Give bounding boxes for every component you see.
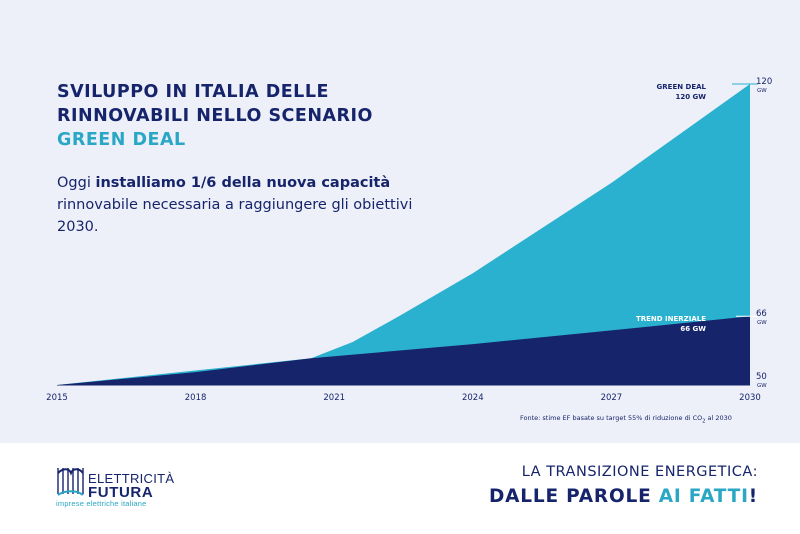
axis-unit-label: GW	[757, 88, 767, 94]
x-tick-label: 2030	[739, 393, 761, 403]
slogan-line-1: LA TRANSIZIONE ENERGETICA:	[521, 464, 758, 480]
logo-mark-icon	[57, 468, 84, 496]
logo-tagline: imprese elettriche italiane	[56, 499, 147, 508]
slogan-part-b: AI FATTI	[658, 486, 749, 507]
axis-unit-label: GW	[757, 320, 767, 326]
series-annotation-value: 120 GW	[675, 93, 706, 101]
page-title: SVILUPPO IN ITALIA DELLE RINNOVABILI NEL…	[57, 80, 373, 152]
x-tick-label: 2021	[323, 393, 345, 403]
lede-part-1: Oggi	[57, 175, 96, 191]
title-line-1: SVILUPPO IN ITALIA DELLE	[57, 82, 329, 102]
area-series-trend-inerziale	[57, 316, 750, 386]
x-tick-label: 2018	[185, 393, 207, 403]
x-tick-label: 2027	[601, 393, 623, 403]
slogan-part-a: DALLE PAROLE	[489, 486, 659, 507]
title-line-2: RINNOVABILI NELLO SCENARIO	[57, 106, 373, 126]
logo-text-top: ELETTRICITÀ	[88, 471, 175, 486]
x-tick-label: 2024	[462, 393, 484, 403]
source-post: al 2030	[705, 414, 732, 422]
series-annotation-value: 66 GW	[680, 325, 706, 333]
logo-text-bottom: FUTURA	[88, 484, 154, 501]
x-tick-layer: 2015 2018 2021 2024 2027 2030	[46, 393, 761, 403]
x-tick-label: 2015	[46, 393, 68, 403]
area-layer	[57, 84, 750, 386]
area-series-green-deal	[57, 84, 750, 386]
series-annotation-name: GREEN DEAL	[657, 83, 707, 91]
axis-unit-label: GW	[757, 383, 767, 389]
title-line-3: GREEN DEAL	[57, 130, 186, 150]
slogan-line-2: DALLE PAROLE AI FATTI!	[489, 486, 758, 507]
axis-value-label: 120	[756, 77, 772, 87]
axis-value-label: 66	[756, 309, 767, 319]
lede-part-2: rinnovabile necessaria a raggiungere gli…	[57, 197, 413, 235]
source-note: Fonte: stime EF basate su target 55% di …	[520, 414, 732, 424]
lede-bold: installiamo 1/6 della nuova capacità	[95, 175, 391, 191]
source-pre: Fonte: stime EF basate su target 55% di …	[520, 414, 703, 422]
lede-text: Oggi installiamo 1/6 della nuova capacit…	[57, 172, 437, 238]
slogan-part-c: !	[748, 486, 758, 507]
series-annotation-name: TREND INERZIALE	[636, 315, 706, 323]
axis-value-label: 50	[756, 372, 767, 382]
source-sub: 2	[702, 418, 706, 425]
leader-layer	[732, 83, 758, 317]
area-chart: 2015 2018 2021 2024 2027 2030 GREEN DEAL 120 G…	[46, 77, 772, 403]
